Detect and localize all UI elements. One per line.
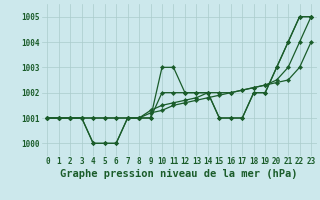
X-axis label: Graphe pression niveau de la mer (hPa): Graphe pression niveau de la mer (hPa) <box>60 169 298 179</box>
